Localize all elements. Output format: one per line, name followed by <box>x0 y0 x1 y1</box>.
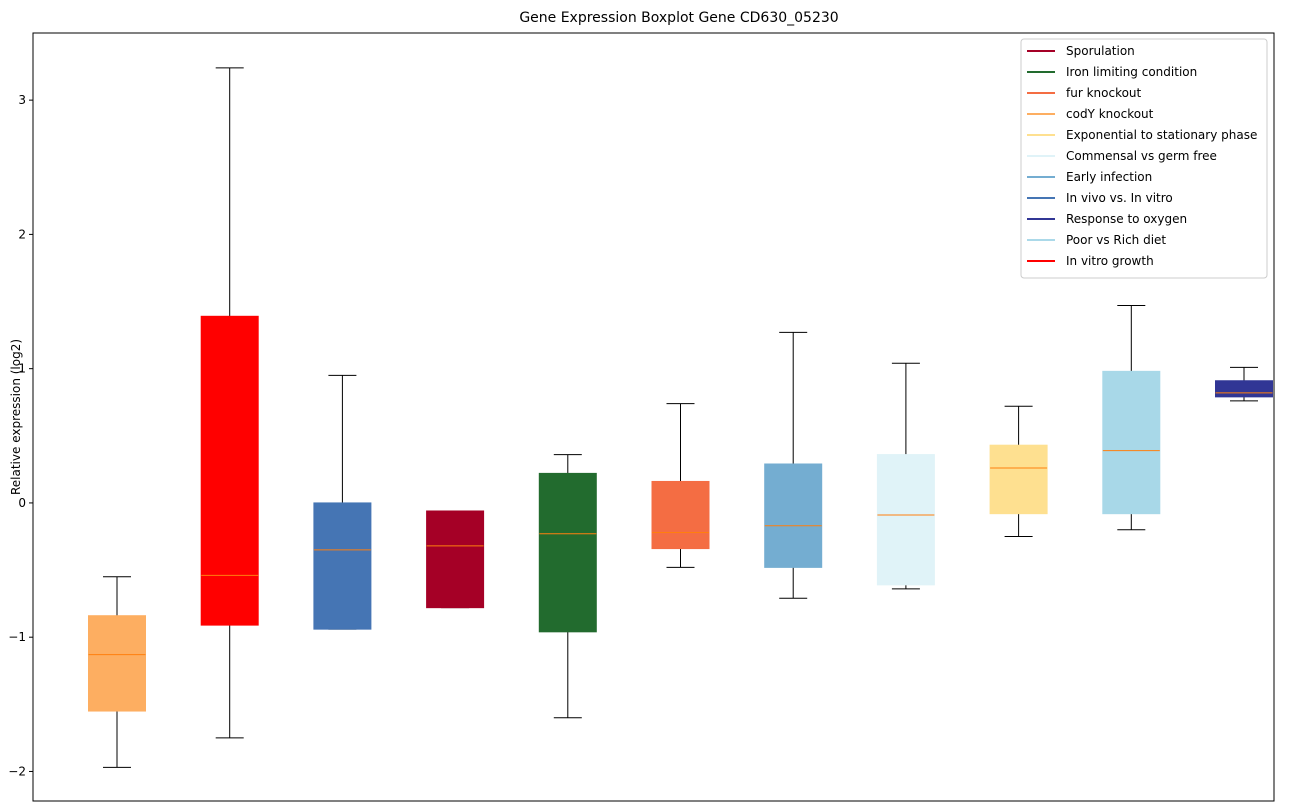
legend-frame <box>1020 38 1268 279</box>
box-commensal-vs-germ-free <box>876 362 935 590</box>
legend-label: fur knockout <box>1066 86 1142 100</box>
box-body <box>88 615 146 712</box>
box-body <box>989 444 1048 515</box>
box-body <box>1215 380 1273 398</box>
box-cody-knockout <box>88 576 146 768</box>
box-iron-limiting-condition <box>538 454 597 719</box>
box-response-to-oxygen <box>1215 366 1273 402</box>
y-tick-label: 0 <box>18 496 26 510</box>
box-fur-knockout <box>651 403 710 568</box>
box-body <box>876 454 935 586</box>
plot-frame <box>32 32 1275 802</box>
box-sporulation <box>426 510 485 609</box>
box-body <box>538 472 597 633</box>
box-early-infection <box>764 331 823 599</box>
legend-label: Poor vs Rich diet <box>1066 233 1166 247</box>
box-body <box>426 510 485 609</box>
boxes <box>88 67 1273 768</box>
box-body <box>313 502 372 630</box>
y-tick-label: 2 <box>18 227 26 241</box>
box-body <box>200 315 259 626</box>
box-in-vitro-growth <box>200 67 259 739</box>
y-tick-label: −1 <box>8 630 26 644</box>
chart-title: Gene Expression Boxplot Gene CD630_05230 <box>519 10 838 26</box>
legend-label: Response to oxygen <box>1066 212 1187 226</box>
box-body <box>651 480 710 550</box>
y-tick-label: −2 <box>8 764 26 778</box>
box-in-vivo-vs-in-vitro <box>313 374 372 630</box>
legend-label: Sporulation <box>1066 44 1135 58</box>
y-ticks: −2 −1 0 1 2 3 <box>8 93 33 778</box>
legend-label: Commensal vs germ free <box>1066 149 1217 163</box>
box-body <box>1102 370 1161 515</box>
box-exponential-to-stationary-phase <box>989 405 1048 537</box>
legend-label: In vitro growth <box>1066 254 1154 268</box>
y-axis-label: Relative expression (log2) <box>9 339 23 495</box>
legend-label: In vivo vs. In vitro <box>1066 191 1173 205</box>
y-tick-label: 1 <box>18 362 26 376</box>
legend-label: Exponential to stationary phase <box>1066 128 1257 142</box>
legend-label: Iron limiting condition <box>1066 65 1197 79</box>
box-poor-vs-rich-diet <box>1102 305 1161 531</box>
legend: Sporulation Iron limiting condition fur kn… <box>1020 38 1268 279</box>
y-tick-label: 3 <box>18 93 26 107</box>
box-body <box>764 463 823 568</box>
legend-label: Early infection <box>1066 170 1152 184</box>
legend-label: codY knockout <box>1066 107 1154 121</box>
